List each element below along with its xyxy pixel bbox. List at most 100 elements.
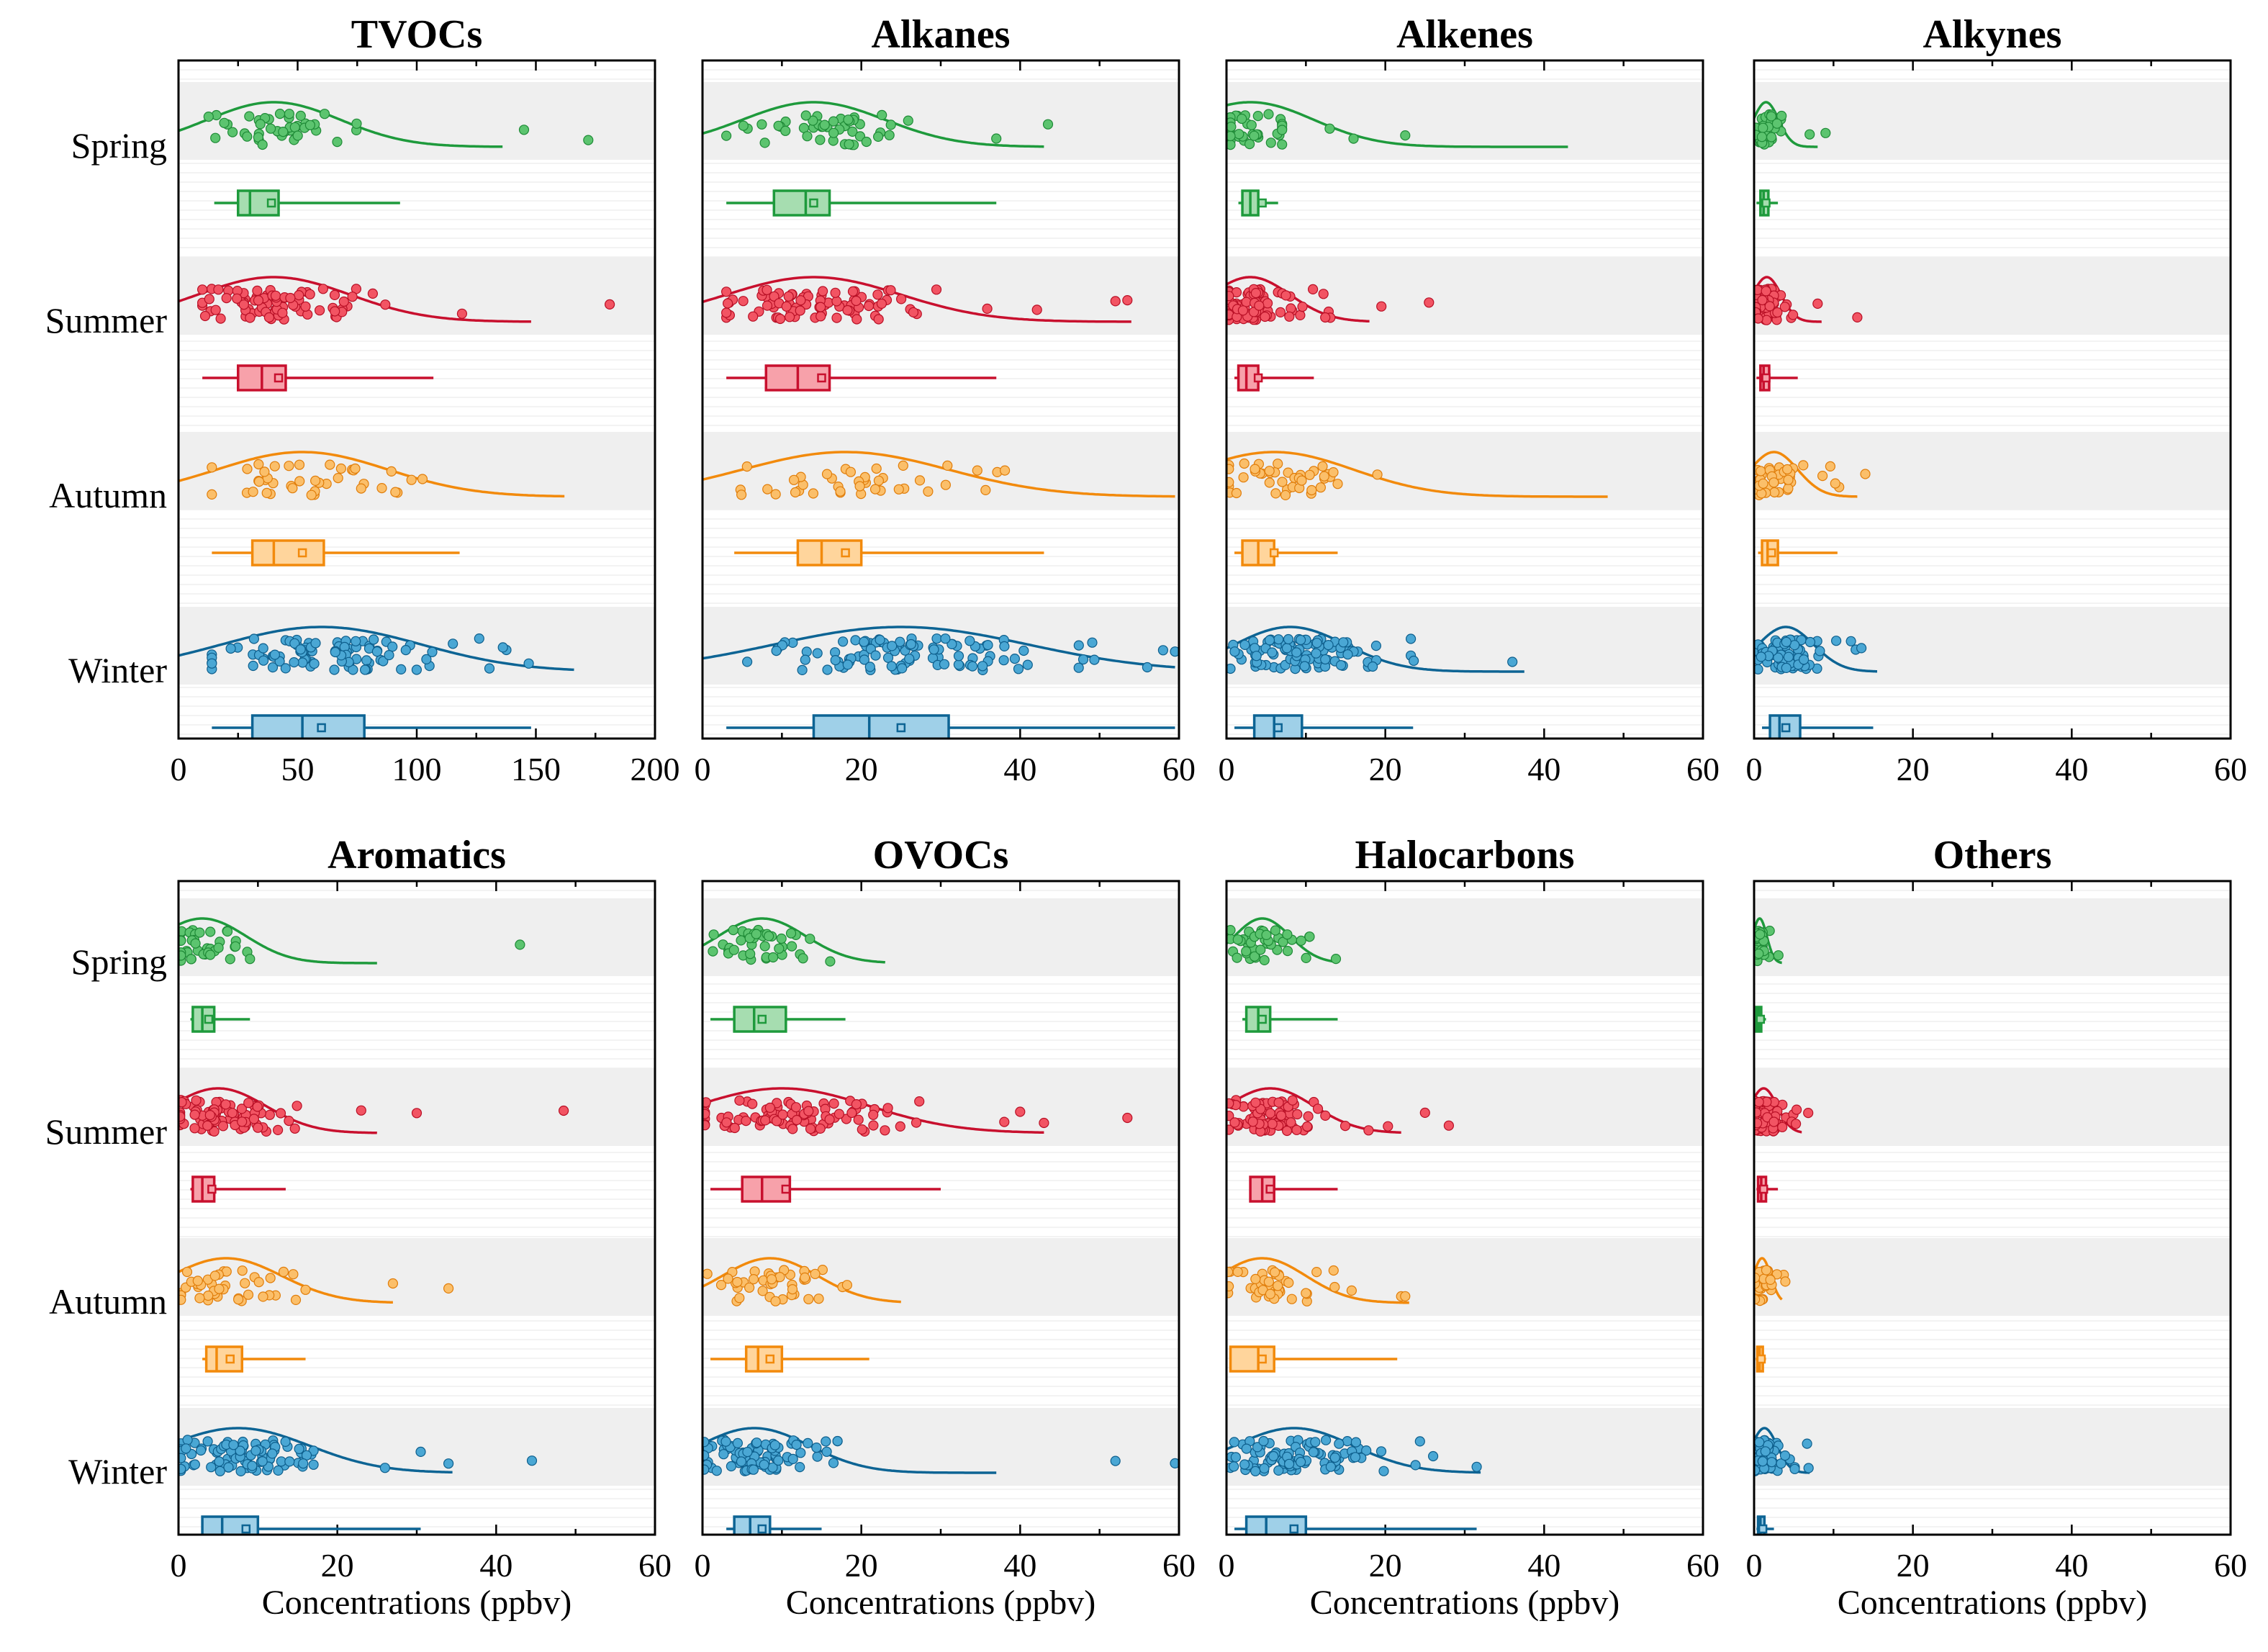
rain-point: [1226, 291, 1234, 302]
rain-point-outlier: [411, 1108, 423, 1119]
rain-point: [350, 463, 361, 474]
rain-point: [748, 1464, 759, 1475]
rain-point: [773, 120, 784, 131]
rain-point: [1238, 472, 1249, 483]
rain-point: [1265, 1108, 1276, 1119]
rain-point: [179, 935, 186, 946]
rain-point: [1757, 1456, 1768, 1467]
rain-point: [280, 663, 291, 674]
rain-point: [786, 941, 798, 952]
x-tick-label: 60: [2214, 1547, 2247, 1584]
rain-point: [289, 1123, 300, 1134]
rain-point: [1761, 286, 1771, 297]
rain-point-outlier: [583, 135, 594, 145]
rain-point: [702, 1464, 710, 1475]
rain-point: [1319, 471, 1329, 482]
rain-point-outlier: [1122, 295, 1133, 306]
panel-ovocs: 0 20 40 60 OVOCs Concentrations (ppbv): [695, 833, 1196, 1622]
rain-point: [931, 633, 942, 644]
rain-point: [1250, 1466, 1261, 1476]
rain-point-outlier: [1820, 127, 1831, 138]
rain-point-outlier: [387, 1278, 399, 1289]
rain-point: [1301, 952, 1311, 964]
rain-point: [738, 120, 749, 131]
rain-point: [289, 656, 299, 668]
rain-point: [708, 946, 718, 957]
rain-point: [179, 1294, 186, 1305]
rain-point: [330, 646, 340, 658]
rain-point: [1768, 477, 1779, 488]
rain-points: [1754, 1265, 1791, 1306]
rain-point: [1777, 1121, 1788, 1132]
rain-point-outlier: [515, 939, 525, 950]
rain-point: [871, 463, 882, 474]
rain-point-outlier: [443, 1283, 454, 1294]
rain-point: [1323, 639, 1334, 651]
rain-point: [247, 1461, 258, 1471]
rain-point: [295, 110, 306, 121]
rain-points: [1226, 458, 1383, 501]
x-tick-label: 20: [845, 1547, 878, 1584]
x-tick-label: 0: [171, 751, 187, 787]
rain-point: [837, 636, 849, 647]
rain-point: [1087, 637, 1098, 648]
rain-point-outlier: [1443, 1120, 1455, 1131]
rain-point: [815, 135, 826, 145]
rain-point: [1263, 1276, 1275, 1287]
rain-point: [1249, 951, 1260, 962]
rain-point: [319, 109, 330, 119]
x-tick-label: 100: [392, 751, 442, 787]
x-tick-label: 20: [845, 751, 878, 787]
rain-point: [217, 1121, 229, 1132]
rain-point: [329, 289, 340, 300]
rain-point-outlier: [1110, 1455, 1121, 1466]
x-tick-label: 40: [2055, 1547, 2088, 1584]
mean-marker: [204, 1014, 214, 1024]
season-band-winter: [1754, 607, 2231, 685]
rain-point: [1283, 1458, 1295, 1469]
rain-points: [720, 284, 1133, 325]
series-winter: [1754, 1427, 1814, 1535]
rain-point: [1804, 636, 1816, 648]
density-curve: [702, 451, 1175, 498]
rain-point: [911, 1117, 922, 1128]
rain-point-outlier: [456, 308, 468, 319]
rain-point: [1766, 132, 1777, 143]
rain-point: [287, 483, 298, 494]
series-winter: [702, 1427, 1179, 1535]
rain-points: [1226, 1265, 1411, 1306]
mean-marker: [896, 723, 906, 733]
rain-point: [1234, 129, 1244, 140]
rain-point: [1296, 475, 1307, 486]
rain-point: [1299, 661, 1310, 672]
rain-point: [203, 112, 214, 122]
rain-point: [1346, 1285, 1357, 1296]
rain-point: [787, 1283, 798, 1295]
rain-point: [1251, 651, 1262, 662]
rain-point: [213, 284, 224, 295]
rain-point: [803, 1106, 814, 1116]
rain-point: [895, 1121, 905, 1132]
rain-point: [832, 1435, 843, 1447]
rain-point: [821, 1436, 831, 1447]
rain-point: [1226, 1098, 1234, 1109]
rain-point: [875, 634, 885, 646]
rain-point: [1226, 1281, 1234, 1292]
mean-marker: [757, 1524, 767, 1534]
rain-point: [213, 942, 224, 953]
rain-point: [702, 1097, 711, 1108]
density-curve: [1226, 1257, 1409, 1304]
rain-point: [1765, 1274, 1776, 1286]
rain-point: [812, 648, 823, 659]
rain-point: [1783, 483, 1794, 494]
rain-point: [813, 1294, 824, 1304]
series-summer: [1226, 276, 1435, 392]
mean-marker: [781, 1184, 791, 1194]
iqr-box: [796, 539, 863, 567]
density-curve: [179, 451, 565, 498]
rain-points: [1226, 109, 1411, 150]
rain-points: [1754, 109, 1831, 150]
rain-point: [248, 660, 258, 672]
rain-point: [762, 300, 773, 311]
x-axis-label: Concentrations (ppbv): [1310, 1584, 1620, 1622]
